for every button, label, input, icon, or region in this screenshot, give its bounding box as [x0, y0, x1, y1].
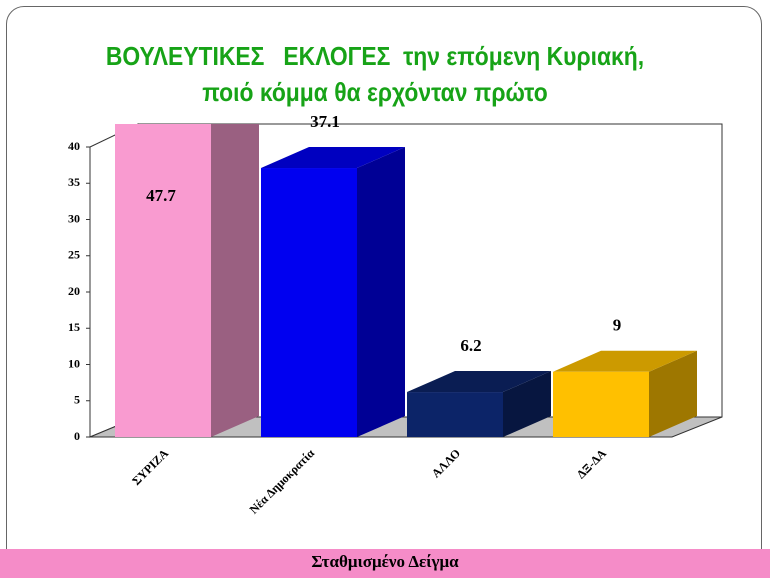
bar [115, 124, 211, 438]
y-tick-label: 10 [68, 356, 80, 370]
y-tick-label: 30 [68, 211, 80, 225]
y-tick-label: 20 [68, 284, 80, 298]
bar-top [407, 371, 551, 393]
y-tick-label: 35 [68, 175, 80, 189]
value-label: 37.1 [310, 112, 340, 131]
bar-side [649, 350, 697, 437]
value-label: 6.2 [460, 336, 481, 355]
y-tick-label: 15 [68, 320, 80, 334]
bar-side [211, 124, 259, 437]
bar-side [503, 371, 551, 437]
value-label: 9 [613, 316, 622, 335]
bar-top [261, 147, 405, 169]
x-tick-label: ΣΥΡΙΖΑ [129, 446, 171, 488]
value-label: 47.7 [146, 186, 176, 205]
bar [261, 168, 357, 437]
bar [407, 392, 503, 437]
y-tick-label: 0 [74, 429, 80, 443]
bar-side [357, 147, 405, 437]
bar [553, 371, 649, 437]
bars [115, 70, 697, 438]
y-tick-label: 40 [68, 139, 80, 153]
y-tick-label: 25 [68, 248, 80, 262]
x-tick-label: ΔΞ-ΔΑ [574, 446, 609, 481]
x-tick-label: ΑΛΛΟ [429, 446, 463, 480]
bar-top [553, 350, 697, 372]
x-tick-label: Νέα Δημοκρατία [247, 446, 318, 517]
chart: 0 5 10 15 20 25 30 35 40 47.7 ΣΥΡΙΖΑ 37.1 Νέα Δημοκρ… [68, 70, 723, 517]
y-tick-label: 5 [74, 393, 80, 407]
chart-title: ΒΟΥΛΕΥΤΙΚΕΣ ΕΚΛΟΓΕΣ την επόμενη Κυριακή,… [105, 41, 651, 107]
bar-top [115, 70, 259, 91]
footer: Σταθμισμένο Δείγμα [0, 549, 770, 578]
